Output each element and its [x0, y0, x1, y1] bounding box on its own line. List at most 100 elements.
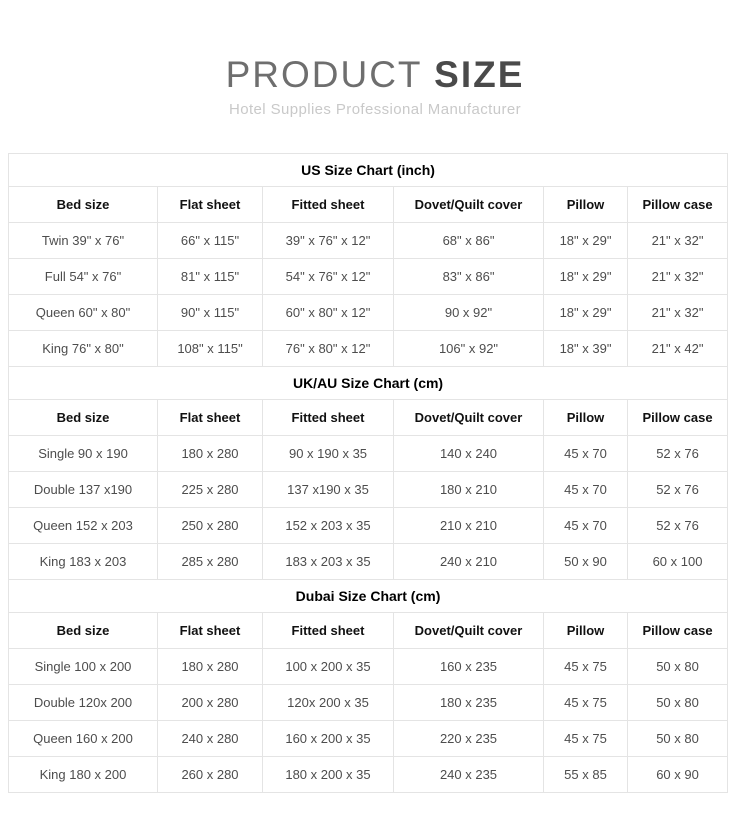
size-cell: 55 x 85	[543, 756, 628, 793]
size-cell: 90" x 115"	[157, 294, 263, 331]
table-row: King 180 x 200 260 x 280 180 x 200 x 35 …	[8, 756, 729, 793]
size-cell: 100 x 200 x 35	[262, 648, 394, 685]
size-cell: 45 x 70	[543, 507, 628, 544]
size-cell: 160 x 200 x 35	[262, 720, 394, 757]
size-cell: 60 x 100	[626, 543, 729, 580]
table-row: Queen 152 x 203 250 x 280 152 x 203 x 35…	[8, 507, 729, 544]
size-cell: 180 x 280	[157, 648, 263, 685]
size-cell: 137 x190 x 35	[262, 471, 394, 508]
size-cell: King 76" x 80"	[8, 330, 158, 367]
size-cell: 180 x 280	[157, 435, 263, 472]
page-title: PRODUCT SIZE	[0, 56, 750, 94]
size-cell: 21" x 42"	[626, 330, 729, 367]
size-cell: 108" x 115"	[157, 330, 263, 367]
table-row: Bed size Flat sheet Fitted sheet Dovet/Q…	[8, 399, 729, 436]
size-cell: Queen 160 x 200	[8, 720, 158, 757]
table-row: King 76" x 80" 108" x 115" 76" x 80" x 1…	[8, 330, 729, 367]
column-header: Flat sheet	[157, 186, 263, 223]
size-cell: 50 x 80	[626, 648, 729, 685]
size-cell: 240 x 210	[393, 543, 544, 580]
table-row: Queen 60" x 80" 90" x 115" 60" x 80" x 1…	[8, 294, 729, 331]
size-cell: 60 x 90	[626, 756, 729, 793]
size-cell: 18" x 39"	[543, 330, 628, 367]
size-cell: Full 54" x 76"	[8, 258, 158, 295]
size-cell: 200 x 280	[157, 684, 263, 721]
size-cell: 152 x 203 x 35	[262, 507, 394, 544]
page-subtitle: Hotel Supplies Professional Manufacturer	[229, 101, 521, 118]
size-cell: 50 x 90	[543, 543, 628, 580]
size-cell: 45 x 75	[543, 720, 628, 757]
column-header: Pillow	[543, 186, 628, 223]
table-row: UK/AU Size Chart (cm)	[7, 366, 729, 400]
table-row: King 183 x 203 285 x 280 183 x 203 x 35 …	[8, 543, 729, 580]
size-cell: 240 x 280	[157, 720, 263, 757]
column-header: Fitted sheet	[262, 186, 394, 223]
column-header: Flat sheet	[157, 612, 263, 649]
page-title-bold: SIZE	[434, 54, 525, 95]
table-title: UK/AU Size Chart (cm)	[7, 366, 729, 400]
size-cell: 83" x 86"	[393, 258, 544, 295]
column-header: Dovet/Quilt cover	[393, 399, 544, 436]
table-row: Twin 39" x 76" 66" x 115" 39" x 76" x 12…	[8, 222, 729, 259]
table-title: Dubai Size Chart (cm)	[7, 579, 729, 613]
column-header: Fitted sheet	[262, 612, 394, 649]
size-cell: Queen 60" x 80"	[8, 294, 158, 331]
size-cell: 90 x 190 x 35	[262, 435, 394, 472]
size-cell: 50 x 80	[626, 684, 729, 721]
size-cell: 45 x 70	[543, 435, 628, 472]
column-header: Bed size	[8, 399, 158, 436]
size-cell: 180 x 210	[393, 471, 544, 508]
page-header: PRODUCT SIZE Hotel Supplies Professional…	[0, 0, 750, 119]
size-cell: King 180 x 200	[8, 756, 158, 793]
column-header: Pillow case	[626, 399, 729, 436]
size-cell: Double 120x 200	[8, 684, 158, 721]
size-cell: Double 137 x190	[8, 471, 158, 508]
column-header: Bed size	[8, 612, 158, 649]
size-cell: 21" x 32"	[626, 222, 729, 259]
size-cell: 60" x 80" x 12"	[262, 294, 394, 331]
size-cell: 21" x 32"	[626, 294, 729, 331]
size-cell: 220 x 235	[393, 720, 544, 757]
table-row: Double 120x 200 200 x 280 120x 200 x 35 …	[8, 684, 729, 721]
size-cell: 160 x 235	[393, 648, 544, 685]
column-header: Flat sheet	[157, 399, 263, 436]
size-cell: 39" x 76" x 12"	[262, 222, 394, 259]
size-cell: 45 x 75	[543, 684, 628, 721]
column-header: Bed size	[8, 186, 158, 223]
table-row: Double 137 x190 225 x 280 137 x190 x 35 …	[8, 471, 729, 508]
size-cell: 285 x 280	[157, 543, 263, 580]
size-cell: 81" x 115"	[157, 258, 263, 295]
size-cell: 68" x 86"	[393, 222, 544, 259]
size-cell: 18" x 29"	[543, 258, 628, 295]
size-cell: 120x 200 x 35	[262, 684, 394, 721]
size-cell: 52 x 76	[626, 507, 729, 544]
column-header: Fitted sheet	[262, 399, 394, 436]
size-cell: Twin 39" x 76"	[8, 222, 158, 259]
table-row: Full 54" x 76" 81" x 115" 54" x 76" x 12…	[8, 258, 729, 295]
size-cell: 90 x 92"	[393, 294, 544, 331]
column-header: Dovet/Quilt cover	[393, 612, 544, 649]
size-cell: 66" x 115"	[157, 222, 263, 259]
size-cell: 180 x 235	[393, 684, 544, 721]
size-cell: 260 x 280	[157, 756, 263, 793]
size-cell: 18" x 29"	[543, 222, 628, 259]
column-header: Pillow case	[626, 612, 729, 649]
size-cell: 183 x 203 x 35	[262, 543, 394, 580]
table-row: Bed size Flat sheet Fitted sheet Dovet/Q…	[8, 612, 729, 649]
size-cell: 76" x 80" x 12"	[262, 330, 394, 367]
size-cell: Single 100 x 200	[8, 648, 158, 685]
size-cell: 18" x 29"	[543, 294, 628, 331]
size-charts-table: US Size Chart (inch) Bed size Flat sheet…	[7, 153, 729, 793]
size-cell: 240 x 235	[393, 756, 544, 793]
size-cell: Queen 152 x 203	[8, 507, 158, 544]
size-cell: King 183 x 203	[8, 543, 158, 580]
table-row: Dubai Size Chart (cm)	[7, 579, 729, 613]
size-cell: 225 x 280	[157, 471, 263, 508]
size-cell: 250 x 280	[157, 507, 263, 544]
table-row: Queen 160 x 200 240 x 280 160 x 200 x 35…	[8, 720, 729, 757]
size-cell: 140 x 240	[393, 435, 544, 472]
page-title-light: PRODUCT	[225, 54, 422, 95]
table-row: Single 100 x 200 180 x 280 100 x 200 x 3…	[8, 648, 729, 685]
size-cell: 210 x 210	[393, 507, 544, 544]
